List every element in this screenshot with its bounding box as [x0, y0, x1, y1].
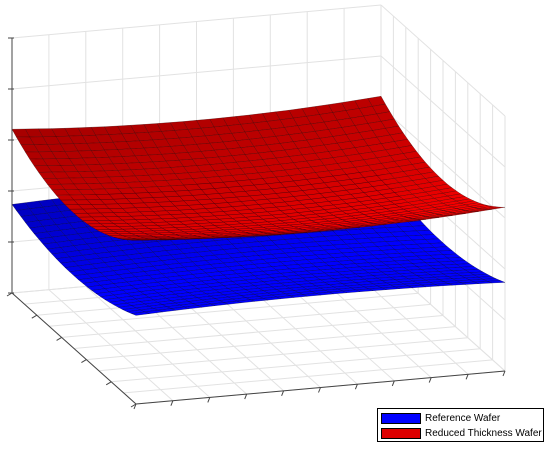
grid-line [61, 303, 431, 338]
legend-label-reduced: Reduced Thickness Wafer [425, 428, 542, 439]
surface-patch-reference [130, 311, 150, 316]
grid-line [380, 4, 506, 117]
surfaces [11, 95, 506, 316]
x-tick [130, 403, 137, 408]
x-tick [56, 336, 62, 341]
x-tick [105, 381, 112, 386]
grid-line [380, 106, 506, 219]
y-tick [170, 400, 174, 406]
legend-entry-reduced: Reduced Thickness Wafer [381, 426, 542, 441]
y-tick [133, 403, 137, 410]
x-axis-line [11, 292, 137, 405]
grid-line [11, 55, 382, 90]
grid-line [11, 4, 382, 39]
legend-label-reference: Reference Wafer [425, 413, 501, 424]
grid-line [380, 55, 506, 168]
y-tick [465, 374, 469, 380]
y-tick [207, 397, 211, 403]
y-tick [318, 387, 321, 393]
y-tick [502, 370, 506, 377]
y-tick [391, 380, 395, 387]
legend: Reference Wafer Reduced Thickness Wafer [377, 408, 544, 442]
y-tick [354, 384, 358, 390]
x-tick [31, 314, 38, 319]
legend-entry-reference: Reference Wafer [381, 411, 500, 426]
legend-swatch-reduced [381, 428, 421, 439]
y-tick [428, 377, 432, 383]
axis-ticks [6, 37, 506, 410]
y-tick [281, 390, 285, 396]
x-tick [81, 359, 87, 364]
y-tick [244, 393, 248, 400]
x-tick [6, 292, 13, 297]
grid-line [49, 292, 419, 327]
legend-swatch-reference [381, 413, 421, 424]
